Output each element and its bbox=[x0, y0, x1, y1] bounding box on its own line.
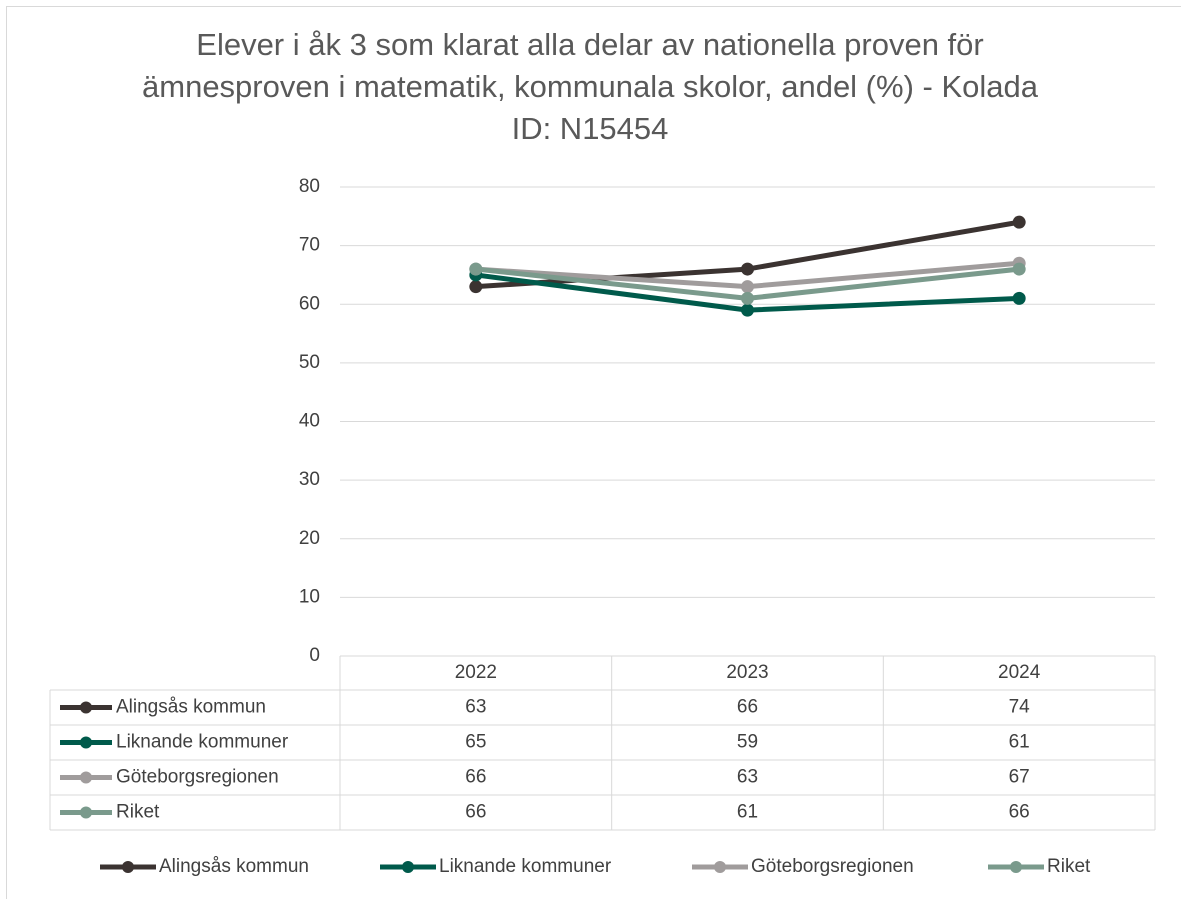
table-value: 63 bbox=[465, 697, 486, 718]
table-row-label: Göteborgsregionen bbox=[116, 767, 279, 788]
y-tick-label: 0 bbox=[309, 645, 320, 666]
x-tick-label: 2023 bbox=[726, 662, 768, 683]
data-point bbox=[741, 291, 754, 305]
table-row-label: Liknande kommuner bbox=[116, 732, 289, 753]
table-value: 61 bbox=[1009, 732, 1030, 753]
table-value: 67 bbox=[1009, 767, 1030, 788]
table-row-label: Alingsås kommun bbox=[116, 697, 266, 718]
y-tick-label: 30 bbox=[299, 469, 320, 490]
data-point bbox=[1012, 291, 1026, 305]
table-value: 66 bbox=[465, 802, 486, 823]
data-point bbox=[741, 303, 754, 317]
table-value: 65 bbox=[465, 732, 486, 753]
table-row-label: Riket bbox=[116, 802, 160, 823]
table-value: 59 bbox=[737, 732, 758, 753]
chart-border bbox=[6, 6, 1181, 899]
table-value: 66 bbox=[465, 767, 486, 788]
y-tick-label: 20 bbox=[299, 528, 320, 549]
data-point bbox=[1012, 262, 1026, 276]
data-point bbox=[469, 262, 483, 276]
legend-label: Liknande kommuner bbox=[439, 856, 612, 877]
legend-label: Göteborgsregionen bbox=[751, 856, 914, 877]
legend-key-marker bbox=[402, 861, 414, 873]
legend-label: Riket bbox=[1047, 856, 1091, 877]
y-tick-label: 80 bbox=[299, 176, 320, 197]
legend-label: Alingsås kommun bbox=[159, 856, 309, 877]
table-key-marker bbox=[80, 701, 92, 714]
data-point bbox=[741, 262, 754, 276]
y-tick-label: 60 bbox=[299, 293, 320, 314]
table-value: 66 bbox=[737, 697, 758, 718]
y-tick-label: 40 bbox=[299, 411, 320, 432]
table-key-marker bbox=[80, 736, 92, 749]
chart-title: Elever i åk 3 som klarat alla delar av n… bbox=[142, 27, 1038, 146]
table-key-marker bbox=[80, 771, 92, 784]
y-tick-label: 10 bbox=[299, 586, 320, 607]
table-value: 63 bbox=[737, 767, 758, 788]
x-tick-label: 2024 bbox=[998, 662, 1041, 683]
y-tick-label: 70 bbox=[299, 235, 320, 256]
table-value: 74 bbox=[1009, 697, 1031, 718]
data-point bbox=[741, 280, 754, 294]
y-tick-label: 50 bbox=[299, 352, 320, 373]
x-tick-label: 2022 bbox=[455, 662, 497, 683]
data-point bbox=[469, 280, 483, 294]
table-value: 61 bbox=[737, 802, 758, 823]
data-point bbox=[1012, 215, 1026, 229]
table-key-marker bbox=[80, 806, 92, 819]
legend-key-marker bbox=[714, 861, 726, 873]
legend-key-marker bbox=[1010, 861, 1022, 873]
table-value: 66 bbox=[1009, 802, 1030, 823]
legend-key-marker bbox=[122, 861, 134, 873]
